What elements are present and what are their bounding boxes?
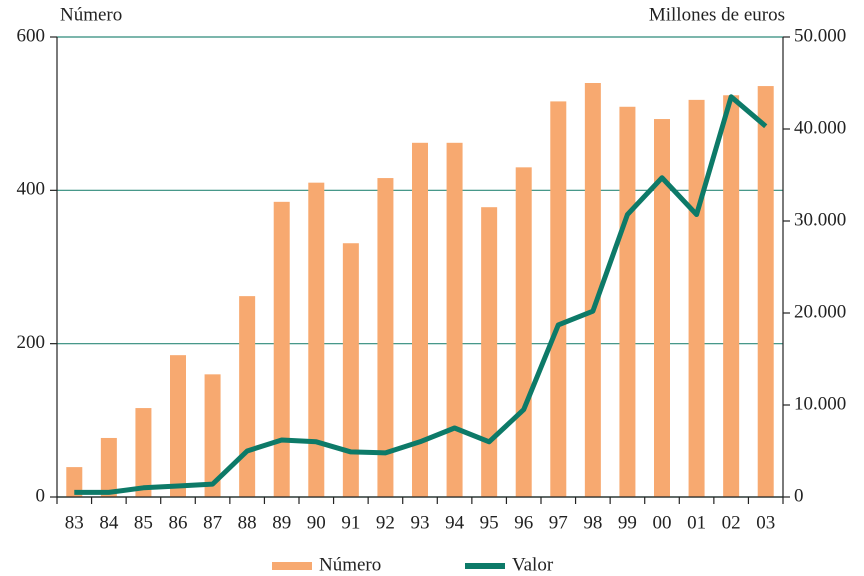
x-tick-label: 94 [445,512,465,533]
x-tick-label: 02 [722,512,741,533]
bar [273,201,290,498]
bar [481,207,498,497]
legend-label: Valor [512,554,554,575]
legend-swatch [272,562,312,570]
y-tick-label: 400 [17,179,46,200]
x-tick-label: 96 [514,512,533,533]
y2-tick-label: 20.000 [794,301,846,322]
bar [135,408,152,497]
bar [377,178,394,498]
x-tick-label: 99 [618,512,637,533]
bar [412,142,428,498]
bar [170,355,186,497]
y2-tick-label: 0 [794,485,804,506]
x-tick-label: 87 [203,512,222,533]
x-tick-label: 85 [134,512,153,533]
x-tick-label: 91 [341,512,360,533]
bar [688,99,705,497]
x-tick-label: 00 [653,512,672,533]
x-tick-label: 92 [376,512,395,533]
bar [757,86,774,498]
bar [66,467,83,497]
y2-axis-title: Millones de euros [649,4,785,25]
bar [515,167,532,498]
legend-label: Número [319,554,381,575]
y-tick-label: 0 [36,485,46,506]
x-tick-label: 98 [583,512,602,533]
bar [654,119,670,498]
x-tick-label: 84 [99,512,119,533]
x-tick-label: 97 [549,512,568,533]
bar [723,95,740,498]
x-tick-label: 03 [756,512,775,533]
y-tick-label: 200 [17,332,46,353]
y-axis-title: Número [60,4,122,25]
x-tick-label: 90 [307,512,326,533]
y-tick-label: 600 [17,25,46,46]
bar [550,101,567,498]
y2-tick-label: 30.000 [794,209,846,230]
bar [239,296,256,497]
bar [446,142,463,498]
bar [204,374,221,497]
bar [308,182,325,497]
x-tick-label: 88 [238,512,257,533]
x-tick-label: 95 [480,512,499,533]
x-tick-label: 93 [411,512,430,533]
x-tick-label: 86 [169,512,188,533]
bar [342,243,359,497]
x-tick-label: 83 [65,512,84,533]
y2-tick-label: 40.000 [794,117,846,138]
x-tick-label: 01 [687,512,706,533]
bar [100,437,117,497]
y2-tick-label: 10.000 [794,393,846,414]
line [74,94,768,495]
bar [584,83,601,497]
bar [619,106,636,498]
y2-tick-label: 50.000 [794,25,846,46]
x-tick-label: 89 [272,512,291,533]
